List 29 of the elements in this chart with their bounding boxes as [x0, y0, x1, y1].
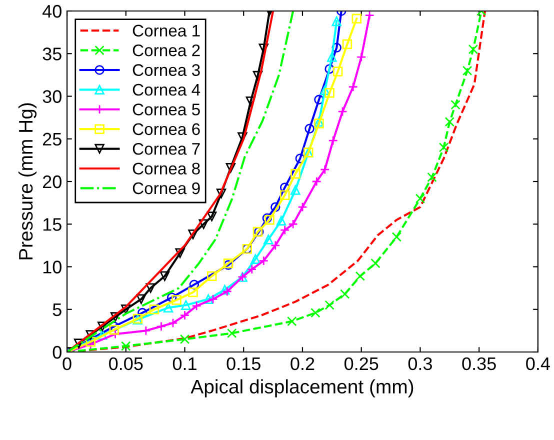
y-tick-label: 25	[43, 132, 62, 146]
y-tick-label: 35	[42, 48, 62, 60]
y-tick-label: 0	[52, 346, 62, 359]
legend-label: Cornea 1	[132, 24, 200, 37]
y-axis-title: Pressure (mm Hg)	[18, 103, 37, 260]
x-tick-label: 0.4	[526, 357, 550, 370]
legend-label: Cornea 7	[132, 142, 200, 155]
x-tick-label: 0.1	[172, 357, 196, 370]
x-axis-title: Apical displacement (mm)	[190, 379, 414, 398]
legend-label: Cornea 3	[132, 64, 200, 76]
x-tick-label: 0.05	[109, 357, 143, 370]
y-tick-label: 5	[52, 303, 62, 316]
y-tick-label: 20	[43, 175, 62, 188]
legend-label: Cornea 8	[132, 162, 200, 174]
y-tick-label: 30	[42, 90, 62, 103]
x-tick-label: 0.2	[290, 357, 314, 370]
x-tick-label: 0.25	[344, 357, 378, 370]
y-tick-label: 40	[42, 4, 62, 18]
y-tick-label: 10	[43, 260, 62, 274]
x-tick-label: 0.15	[226, 357, 260, 370]
legend-label: Cornea 5	[132, 104, 200, 116]
legend-label: Cornea 2	[132, 44, 200, 56]
legend-label: Cornea 4	[132, 84, 200, 96]
x-tick-label: 0.35	[462, 357, 496, 370]
legend-label: Cornea 6	[132, 123, 200, 136]
legend-label: Cornea 9	[132, 182, 200, 194]
x-tick-label: 0.3	[408, 357, 432, 370]
y-tick-label: 15	[43, 218, 62, 231]
x-tick-label: 0	[62, 357, 72, 370]
